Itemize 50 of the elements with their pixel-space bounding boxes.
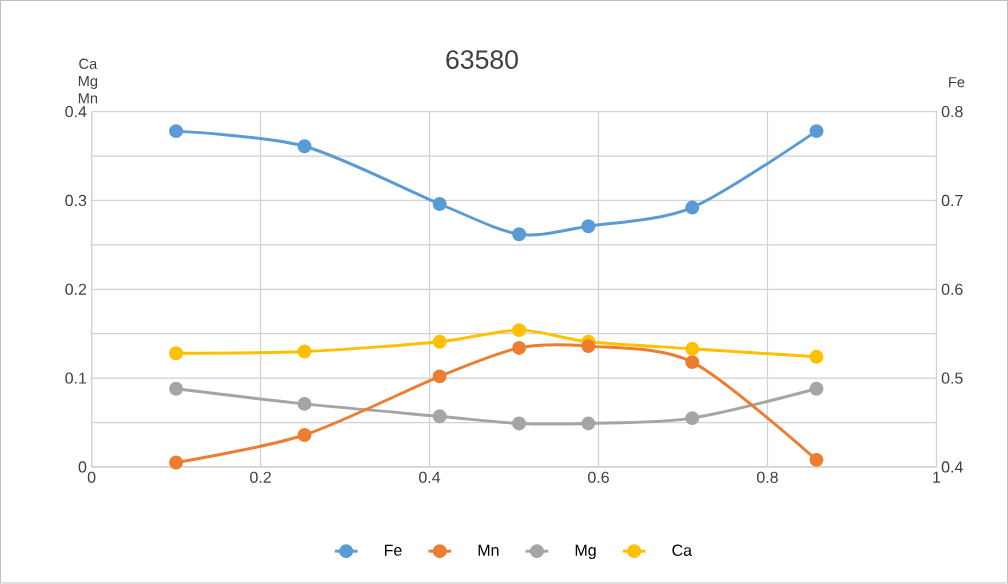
x-tick-label: 0.4	[419, 471, 441, 484]
y2-tick-label: 0.5	[941, 372, 963, 384]
point	[809, 124, 824, 139]
point	[512, 227, 527, 242]
point	[809, 453, 824, 468]
point	[512, 416, 527, 431]
point	[581, 416, 596, 431]
point	[685, 411, 700, 426]
point	[809, 350, 824, 364]
x-tick-label: 0	[87, 471, 96, 484]
x-tick-label: 0.8	[757, 471, 778, 484]
legend-label: Mn	[478, 544, 499, 556]
y2-tick-label: 0.6	[941, 283, 963, 296]
y2-tick-label: 0.8	[941, 106, 963, 118]
y2-tick-label: 0.7	[941, 195, 963, 207]
point	[297, 397, 312, 412]
x-tick-label: 0.6	[588, 471, 609, 484]
point	[169, 124, 184, 139]
y-tick-label: 0	[78, 461, 87, 473]
y-tick-label: 0.2	[65, 283, 87, 296]
point	[432, 197, 447, 212]
y2-tick-label: 0.4	[941, 461, 963, 473]
point	[685, 355, 700, 370]
point	[297, 428, 312, 443]
point	[512, 341, 527, 356]
point	[581, 219, 596, 234]
legend-label: Ca	[672, 544, 692, 557]
point	[169, 455, 184, 470]
point	[432, 409, 447, 424]
point	[809, 382, 824, 396]
x-tick-label: 1	[933, 471, 941, 483]
point	[297, 139, 312, 154]
y-tick-label: 0.3	[65, 195, 87, 207]
y-tick-label: 0.1	[65, 372, 87, 384]
x-tick-label: 0.2	[250, 471, 271, 484]
point	[169, 346, 184, 361]
y-tick-label: 0.4	[65, 106, 87, 118]
point	[169, 382, 184, 396]
point	[432, 334, 447, 349]
y-axis-title: Ca Mg Mn	[78, 58, 98, 104]
point	[432, 369, 447, 384]
point	[581, 339, 596, 354]
point	[685, 200, 700, 215]
chart-title: 63580	[446, 50, 518, 70]
y2-axis-title: Fe	[949, 77, 965, 88]
legend-label: Mg	[575, 544, 596, 560]
point	[297, 344, 312, 359]
point	[685, 342, 700, 356]
legend-label: Fe	[384, 544, 402, 557]
point	[512, 323, 527, 338]
